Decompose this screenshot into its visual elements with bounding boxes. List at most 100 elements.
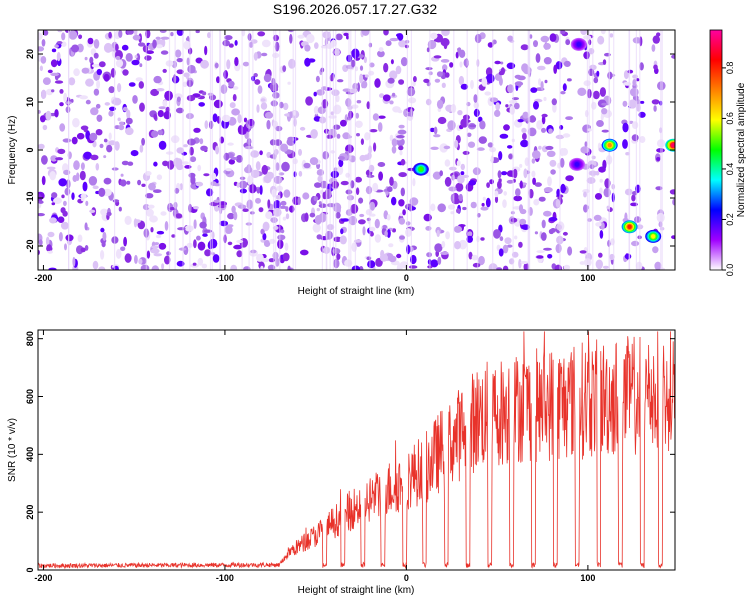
spectrogram-cell (514, 81, 524, 87)
spectrogram-cells (38, 30, 675, 270)
spectrogram-cell (255, 161, 261, 171)
spectrogram-cell (358, 219, 366, 225)
spectrogram-cell (213, 183, 221, 187)
spectrogram-cell (61, 41, 67, 47)
y-tick-label: -20 (25, 239, 35, 252)
spectrogram-cell (425, 226, 432, 231)
spectrogram-cell (671, 235, 675, 239)
spectrogram-cell (256, 188, 261, 194)
spectrogram-cell (162, 100, 168, 108)
spectrogram-cell (541, 127, 546, 133)
spectrogram-cell (49, 171, 56, 181)
spectrogram-cell (85, 200, 89, 206)
snr-axes: -200 -100 0 100 0 200 400 600 800 (25, 330, 675, 583)
spectrogram-cell (234, 40, 238, 46)
spectrogram-cell (197, 164, 202, 172)
spectrogram-cell (519, 218, 527, 226)
spectrogram-cell (517, 75, 526, 81)
spectrogram-cell (437, 203, 447, 213)
spectrogram-cell (242, 208, 249, 212)
spectrogram-cell (602, 159, 607, 170)
spectrogram-cell (84, 56, 88, 61)
spectrogram-cell (428, 71, 433, 76)
spectrogram-cell (71, 192, 75, 200)
spectrogram-cell (523, 168, 528, 179)
spectrogram-cell (90, 154, 99, 161)
spectrogram-cell (339, 235, 347, 245)
spectrogram-cell (138, 258, 143, 265)
y-tick-label: 0 (25, 147, 35, 152)
spectrogram-cell (228, 80, 235, 88)
spectrogram-cell (176, 96, 181, 103)
spectrogram-cell (397, 129, 407, 135)
spectrogram-cell (599, 87, 607, 97)
spectrogram-cell (392, 228, 396, 233)
spectrogram-cell (173, 157, 181, 167)
spectrogram-cell (64, 187, 71, 196)
spectrogram-cell (112, 97, 122, 106)
spectrogram-cell (115, 59, 124, 68)
spectrogram-cell (563, 264, 571, 270)
spectrogram-xlabel: Height of straight line (km) (298, 286, 415, 297)
spectrogram-cell (186, 57, 190, 66)
colorbar-tick-label: 0.8 (725, 62, 735, 75)
spectrogram-cell (556, 188, 561, 197)
spectrogram-streak (477, 30, 479, 270)
spectrogram-cell (494, 109, 501, 117)
spectrogram-cell (260, 102, 268, 110)
spectrogram-cell (602, 59, 607, 65)
spectrogram-cell (159, 30, 167, 33)
spectrogram-cell (47, 231, 55, 238)
spectrogram-cell (635, 261, 643, 270)
spectrogram-cell (457, 47, 462, 54)
spectrogram-cell (51, 192, 58, 199)
spectrogram-cell (358, 197, 364, 204)
spectrogram-cell (161, 38, 166, 48)
spectrogram-cell (195, 181, 204, 187)
spectrogram-cell (157, 129, 163, 136)
spectrogram-cell (330, 150, 336, 154)
spectrogram-cell (146, 250, 151, 259)
spectrogram-cell (126, 30, 134, 35)
x-tick-label: 0 (404, 573, 409, 583)
spectrogram-cell (543, 187, 553, 193)
spectrogram-cell (61, 194, 65, 199)
spectrogram-cell (314, 182, 322, 188)
spectrogram-cell (460, 83, 469, 90)
spectrogram-cell (280, 143, 289, 152)
spectrogram-cell (521, 127, 527, 134)
spectrogram-cell (505, 104, 509, 108)
spectrogram-cell (508, 153, 513, 160)
spectrogram-cell (201, 263, 208, 269)
spectrogram-cell (51, 202, 56, 206)
spectrogram-cell (391, 92, 396, 97)
spectrogram-cell (108, 31, 112, 39)
spectrogram-cell (198, 102, 205, 107)
spectrogram-streak (248, 30, 250, 270)
spectrogram-cell (359, 213, 365, 218)
spectrogram-cell (242, 61, 250, 67)
spectrogram-cell (255, 197, 261, 204)
spectrogram-cell (247, 175, 254, 185)
spectrogram-cell (389, 134, 394, 142)
spectrogram-hot-spot (627, 224, 632, 230)
spectrogram-cell (214, 62, 219, 69)
spectrogram-cell (532, 150, 541, 159)
spectrogram-cell (89, 209, 96, 213)
spectrogram-cell (430, 203, 436, 212)
spectrogram-cell (58, 232, 63, 242)
spectrogram-cell (466, 235, 474, 243)
spectrogram-cell (506, 179, 515, 184)
spectrogram-cell (533, 101, 539, 110)
spectrogram-cell (147, 204, 155, 209)
spectrogram-cell (535, 53, 541, 63)
spectrogram-cell (139, 144, 144, 153)
spectrogram-cell (364, 132, 371, 141)
spectrogram-cell (277, 234, 286, 241)
spectrogram-cell (100, 250, 105, 260)
spectrogram-cell (131, 59, 140, 66)
spectrogram-cell (400, 158, 406, 166)
spectrogram-cell (141, 137, 146, 146)
spectrogram-cell (466, 132, 472, 137)
spectrogram-cell (282, 216, 287, 221)
